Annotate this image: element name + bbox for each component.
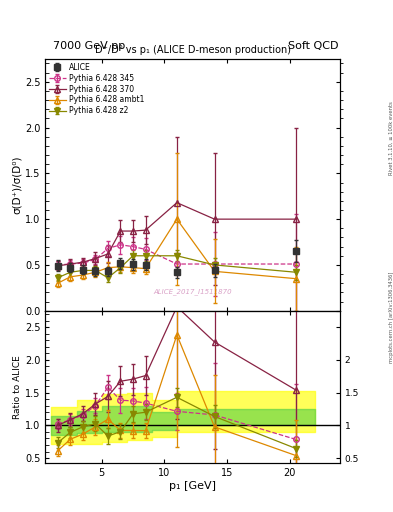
Text: mcplots.cern.ch [arXiv:1306.3436]: mcplots.cern.ch [arXiv:1306.3436] (389, 272, 393, 363)
Y-axis label: Ratio to ALICE: Ratio to ALICE (13, 355, 22, 419)
X-axis label: p₁ [GeV]: p₁ [GeV] (169, 481, 216, 491)
Text: Rivet 3.1.10, ≥ 100k events: Rivet 3.1.10, ≥ 100k events (389, 101, 393, 175)
Text: 7000 GeV pp: 7000 GeV pp (53, 41, 125, 51)
Y-axis label: σ(D⁺)/σ(D⁰): σ(D⁺)/σ(D⁰) (12, 156, 22, 214)
Text: ALICE_2017_I1511870: ALICE_2017_I1511870 (153, 288, 232, 295)
Text: Soft QCD: Soft QCD (288, 41, 339, 51)
Legend: ALICE, Pythia 6.428 345, Pythia 6.428 370, Pythia 6.428 ambt1, Pythia 6.428 z2: ALICE, Pythia 6.428 345, Pythia 6.428 37… (48, 61, 146, 117)
Title: D⁺/D⁰ vs p₁ (ALICE D-meson production): D⁺/D⁰ vs p₁ (ALICE D-meson production) (95, 46, 290, 55)
